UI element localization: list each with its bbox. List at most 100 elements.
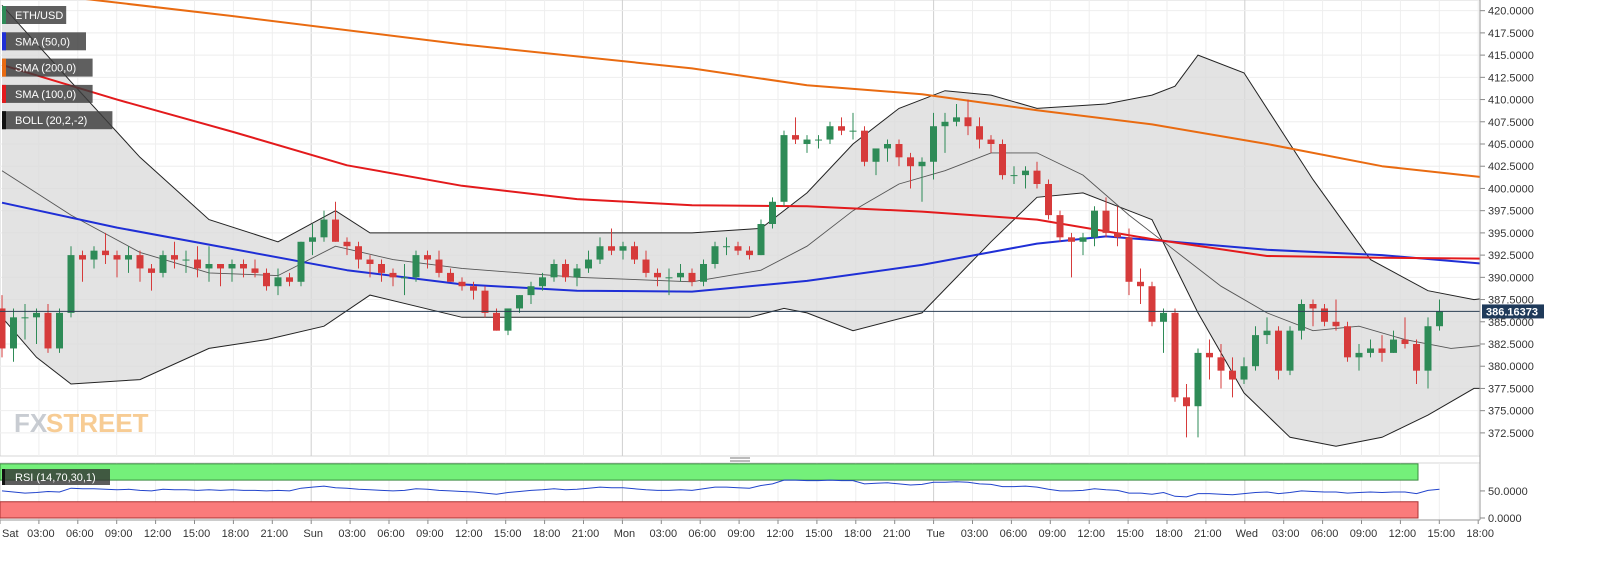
- candle[interactable]: [401, 264, 408, 296]
- candle[interactable]: [734, 241, 742, 256]
- legend-box[interactable]: [2, 6, 67, 24]
- candle[interactable]: [976, 117, 983, 149]
- candle[interactable]: [1436, 299, 1443, 331]
- candle[interactable]: [228, 259, 236, 282]
- legend-box[interactable]: [2, 58, 93, 77]
- candle[interactable]: [297, 241, 305, 287]
- candle[interactable]: [562, 259, 569, 282]
- candle[interactable]: [458, 277, 466, 291]
- candle[interactable]: [654, 268, 661, 287]
- candle[interactable]: [907, 152, 914, 189]
- candle[interactable]: [527, 281, 535, 304]
- candle[interactable]: [1240, 357, 1248, 384]
- candle[interactable]: [378, 259, 385, 282]
- candle[interactable]: [964, 99, 972, 136]
- candle[interactable]: [1068, 232, 1075, 278]
- candle[interactable]: [102, 232, 109, 264]
- candle[interactable]: [815, 135, 822, 149]
- candle[interactable]: [481, 286, 489, 318]
- candle[interactable]: [849, 112, 857, 140]
- candle[interactable]: [493, 308, 500, 331]
- legend-box[interactable]: [2, 84, 93, 103]
- candle[interactable]: [1367, 339, 1374, 358]
- candle[interactable]: [1332, 299, 1340, 331]
- candle[interactable]: [1217, 344, 1225, 389]
- candle[interactable]: [1091, 206, 1098, 247]
- candle[interactable]: [1183, 384, 1190, 438]
- candle[interactable]: [1033, 161, 1041, 189]
- candle[interactable]: [44, 304, 52, 353]
- candle[interactable]: [700, 259, 707, 287]
- candle[interactable]: [1148, 281, 1156, 327]
- candle[interactable]: [987, 135, 995, 153]
- candle[interactable]: [953, 104, 960, 127]
- candle[interactable]: [1263, 317, 1271, 344]
- candle[interactable]: [792, 117, 799, 144]
- candle[interactable]: [1355, 344, 1363, 371]
- candle[interactable]: [355, 241, 362, 269]
- candle[interactable]: [1378, 335, 1386, 362]
- candle[interactable]: [930, 112, 937, 180]
- candle[interactable]: [723, 237, 730, 256]
- candle[interactable]: [79, 250, 86, 282]
- candle[interactable]: [21, 304, 29, 340]
- candle[interactable]: [1022, 166, 1029, 189]
- candle[interactable]: [539, 272, 546, 291]
- candle[interactable]: [10, 308, 17, 362]
- candle[interactable]: [1286, 326, 1294, 376]
- candle[interactable]: [1125, 228, 1133, 296]
- candle[interactable]: [171, 241, 178, 269]
- candle[interactable]: [309, 224, 316, 256]
- candle[interactable]: [67, 246, 75, 318]
- candle[interactable]: [263, 268, 270, 291]
- candle[interactable]: [1229, 357, 1236, 398]
- candle[interactable]: [343, 237, 351, 256]
- legend-item[interactable]: ETH/USD: [2, 6, 67, 24]
- candle[interactable]: [1171, 308, 1179, 402]
- candle[interactable]: [608, 228, 615, 256]
- candle[interactable]: [1194, 348, 1202, 438]
- candle[interactable]: [803, 135, 811, 153]
- candle[interactable]: [389, 268, 397, 287]
- candle[interactable]: [1401, 317, 1409, 349]
- candle[interactable]: [1160, 308, 1167, 353]
- candle[interactable]: [895, 139, 903, 167]
- candle[interactable]: [56, 308, 63, 353]
- candle[interactable]: [286, 272, 293, 287]
- candle[interactable]: [1206, 339, 1213, 380]
- candle[interactable]: [194, 246, 201, 278]
- candle[interactable]: [516, 295, 523, 313]
- candle[interactable]: [182, 250, 190, 273]
- candle[interactable]: [872, 148, 880, 176]
- candle[interactable]: [550, 259, 558, 282]
- candle[interactable]: [412, 250, 420, 282]
- candle[interactable]: [1010, 166, 1018, 184]
- candle[interactable]: [320, 210, 328, 242]
- candle[interactable]: [1252, 326, 1259, 371]
- candle[interactable]: [113, 250, 121, 278]
- candle[interactable]: [217, 264, 224, 287]
- candle[interactable]: [1309, 299, 1317, 327]
- candle[interactable]: [125, 246, 132, 273]
- legend-item[interactable]: SMA (50,0): [2, 32, 86, 51]
- candle[interactable]: [918, 157, 926, 202]
- candle[interactable]: [861, 126, 868, 167]
- candle[interactable]: [1390, 330, 1397, 353]
- candle[interactable]: [780, 130, 788, 207]
- candle[interactable]: [1079, 232, 1087, 256]
- candle[interactable]: [424, 250, 431, 269]
- candle[interactable]: [642, 250, 650, 278]
- candle[interactable]: [205, 246, 213, 282]
- candle[interactable]: [1045, 179, 1052, 220]
- candle[interactable]: [884, 139, 891, 162]
- legend-box[interactable]: [2, 111, 113, 130]
- candle[interactable]: [1114, 206, 1121, 247]
- candle[interactable]: [1344, 321, 1351, 362]
- candle[interactable]: [999, 139, 1006, 180]
- candle[interactable]: [1321, 304, 1328, 327]
- candle[interactable]: [0, 295, 6, 358]
- candle[interactable]: [665, 268, 673, 296]
- candle[interactable]: [447, 268, 454, 282]
